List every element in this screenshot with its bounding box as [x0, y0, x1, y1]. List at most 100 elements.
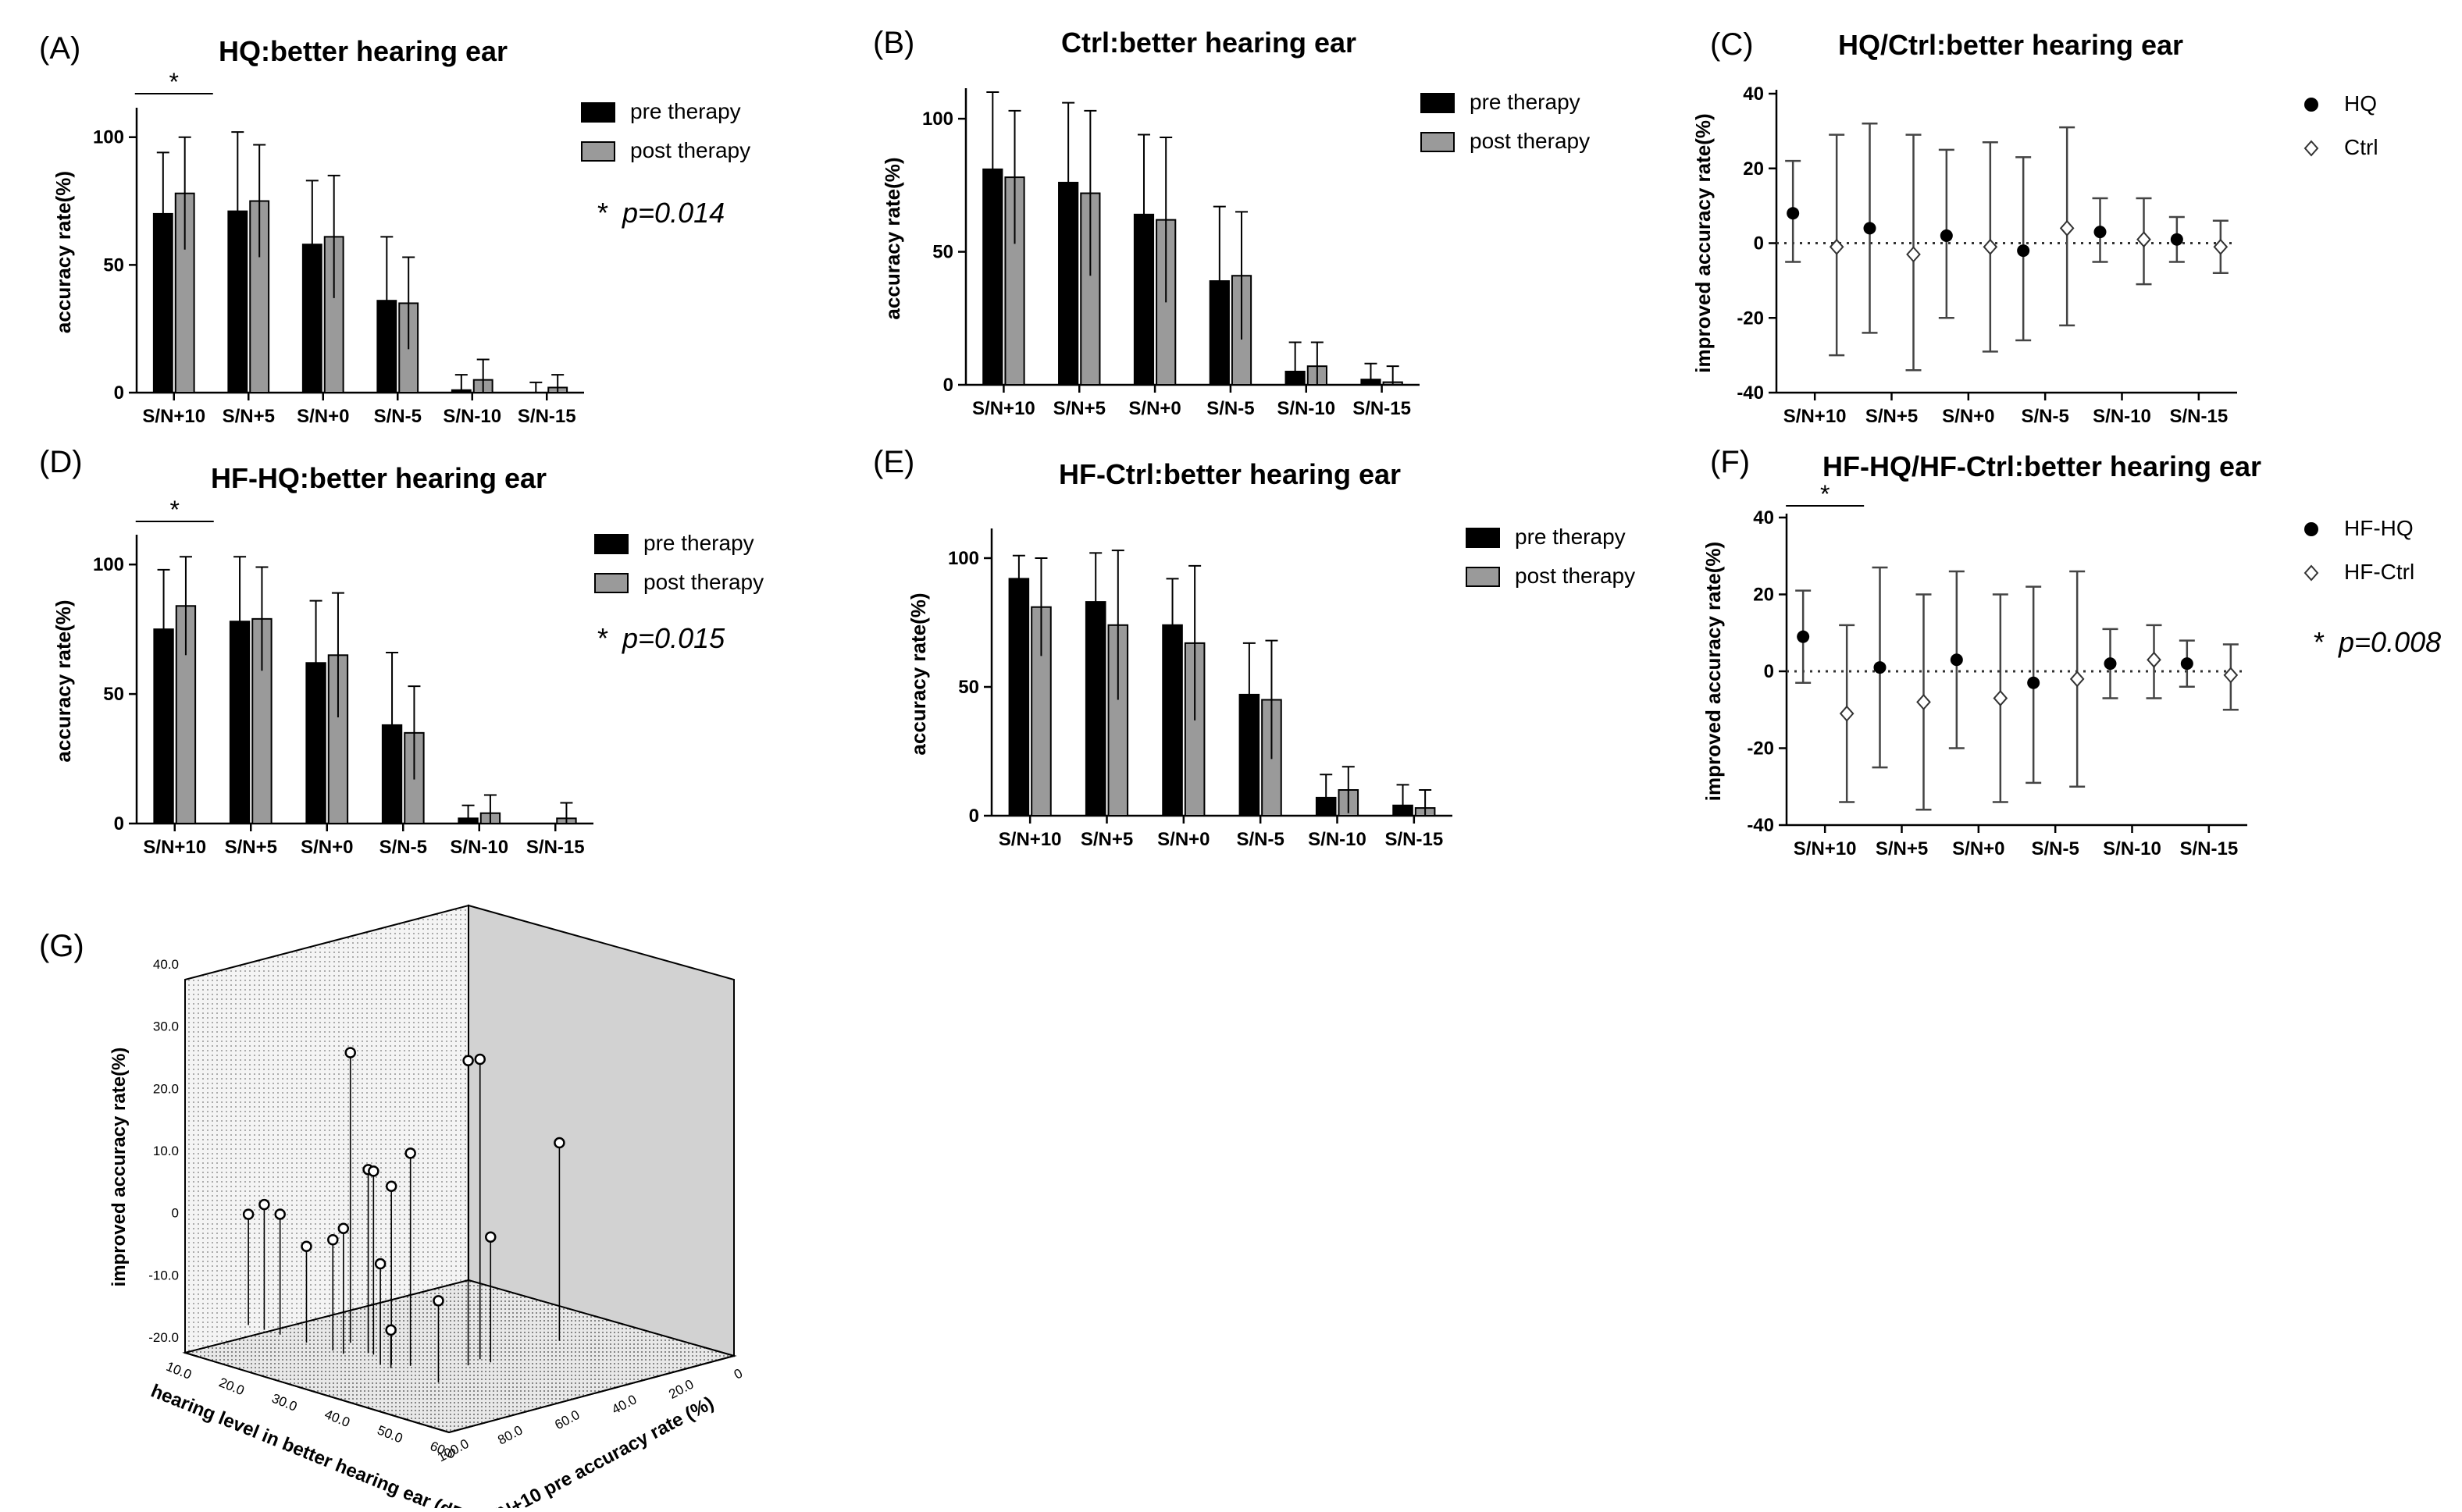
marker-point — [1873, 661, 1887, 674]
panel-label: (B) — [873, 26, 914, 60]
marker-point — [1940, 229, 1953, 242]
scatter-point — [337, 1222, 350, 1234]
y-axis-label: accuracy rate(%) — [52, 599, 75, 762]
x-tick-label: S/N+10 — [143, 837, 206, 858]
legend-label: pre therapy — [630, 99, 741, 123]
legend-marker — [2303, 140, 2319, 157]
panel-label: (C) — [1710, 27, 1754, 62]
legend-label: pre therapy — [1515, 525, 1626, 549]
x-tick-label: S/N-10 — [1308, 829, 1366, 850]
y-tick-label: 0 — [732, 1366, 745, 1382]
y-axis-label: improved accuracy rate(%) — [1701, 542, 1725, 801]
bar — [1392, 804, 1413, 817]
marker-point — [2180, 657, 2193, 671]
x-tick-label: S/N+5 — [1053, 398, 1106, 419]
marker-point — [2170, 233, 2183, 246]
x-tick-label: S/N-10 — [1277, 398, 1335, 419]
x-tick-label: S/N-5 — [2021, 406, 2068, 427]
z-tick-label: 10.0 — [153, 1144, 179, 1158]
scatter-point — [385, 1324, 397, 1336]
x-tick-label: S/N+0 — [1128, 398, 1181, 419]
y-tick-label: -40 — [1747, 815, 1774, 836]
y-tick-label: 50 — [932, 242, 953, 263]
p-value-star: * — [2314, 626, 2325, 658]
y-tick-label: 100.0 — [435, 1436, 471, 1465]
bar — [227, 210, 248, 393]
panel-label: (E) — [873, 445, 914, 479]
bar — [229, 621, 251, 824]
significance-star: * — [170, 496, 180, 524]
x-tick-label: S/N-5 — [374, 406, 422, 427]
marker-point — [1916, 693, 1931, 710]
y-tick-label: -20 — [1737, 308, 1764, 329]
x-tick-label: S/N+0 — [1952, 838, 2004, 859]
scatter-point — [433, 1295, 444, 1307]
panel-title: HQ/Ctrl:better hearing ear — [1838, 29, 2183, 61]
bar — [1008, 578, 1030, 817]
y-axis-label: accuracy rate(%) — [881, 157, 904, 319]
legend-swatch — [1420, 132, 1455, 152]
y-tick-label: 0 — [943, 375, 953, 396]
x-tick-label: S/N-15 — [518, 406, 576, 427]
significance-star: * — [1820, 480, 1830, 508]
marker-point — [2213, 238, 2229, 255]
scatter-point — [485, 1231, 497, 1243]
x-tick-label: S/N-15 — [1384, 829, 1443, 850]
y-axis-label: accuracy rate(%) — [907, 592, 930, 755]
p-value-star: * — [597, 197, 608, 229]
marker-point — [2147, 651, 2161, 668]
x-tick-label: S/N-15 — [526, 837, 585, 858]
bar — [305, 662, 326, 824]
legend-label: pre therapy — [643, 531, 754, 555]
p-value-text: p=0.008 — [2338, 626, 2441, 658]
scatter-point — [301, 1240, 312, 1252]
bar — [1284, 370, 1306, 386]
scatter-point — [344, 1047, 356, 1058]
y-tick-label: 0 — [114, 813, 124, 834]
legend-swatch — [1466, 528, 1500, 548]
panel-g: (G) -20.0 -10.0 0 10.0 20.0 30.0 40.0 improved a… — [39, 904, 745, 1512]
panel-label: (D) — [39, 445, 83, 479]
marker-point — [2059, 219, 2075, 237]
y-tick-label: 0 — [114, 382, 124, 404]
marker-point — [1839, 705, 1855, 722]
marker-point — [1983, 238, 1998, 255]
x-tick-label: S/N-15 — [1352, 398, 1411, 419]
x-tick-label: S/N+0 — [1942, 406, 1994, 427]
legend-marker — [2304, 522, 2318, 536]
p-value-text: p=0.015 — [622, 622, 725, 654]
x-tick-label: S/N+10 — [1794, 838, 1857, 859]
marker-point — [2104, 657, 2117, 671]
x-tick-label: 50.0 — [376, 1422, 405, 1446]
legend-label: post therapy — [643, 570, 764, 594]
significance-star: * — [169, 68, 179, 96]
x-tick-label: S/N+10 — [1783, 406, 1847, 427]
legend-label: Ctrl — [2344, 135, 2378, 159]
scatter-point — [385, 1180, 397, 1192]
panel-title: HQ:better hearing ear — [219, 35, 508, 67]
z-tick-label: 30.0 — [153, 1019, 179, 1034]
marker-point — [1906, 246, 1921, 263]
panel-e: (E) HF-Ctrl:better hearing ear 0 50 100 accur… — [873, 445, 1635, 850]
y-tick-label: 100 — [93, 554, 124, 575]
y-tick-label: 100 — [922, 109, 953, 130]
x-tick-label: S/N-10 — [2103, 838, 2161, 859]
bar — [1133, 213, 1155, 386]
p-value-star: * — [597, 622, 608, 654]
legend-label: HF-Ctrl — [2344, 560, 2414, 584]
x-tick-label: S/N+5 — [1865, 406, 1918, 427]
z-tick-label: 40.0 — [153, 957, 179, 972]
bar — [1360, 379, 1381, 386]
bar — [1209, 280, 1230, 386]
x-tick-label: S/N+5 — [1876, 838, 1928, 859]
panel-label: (F) — [1710, 445, 1750, 479]
y-tick-label: 50 — [103, 684, 124, 705]
x-tick-label: S/N+0 — [297, 406, 349, 427]
back-wall-right — [468, 904, 735, 1357]
legend-label: pre therapy — [1470, 90, 1580, 114]
legend-label: HF-HQ — [2344, 516, 2414, 540]
x-tick-label: S/N-5 — [2031, 838, 2079, 859]
z-tick-label: -20.0 — [148, 1330, 179, 1345]
panel-a: (A) HQ:better hearing ear 0 50 100 accuracy r… — [39, 31, 750, 427]
x-tick-label: 10.0 — [164, 1359, 194, 1382]
